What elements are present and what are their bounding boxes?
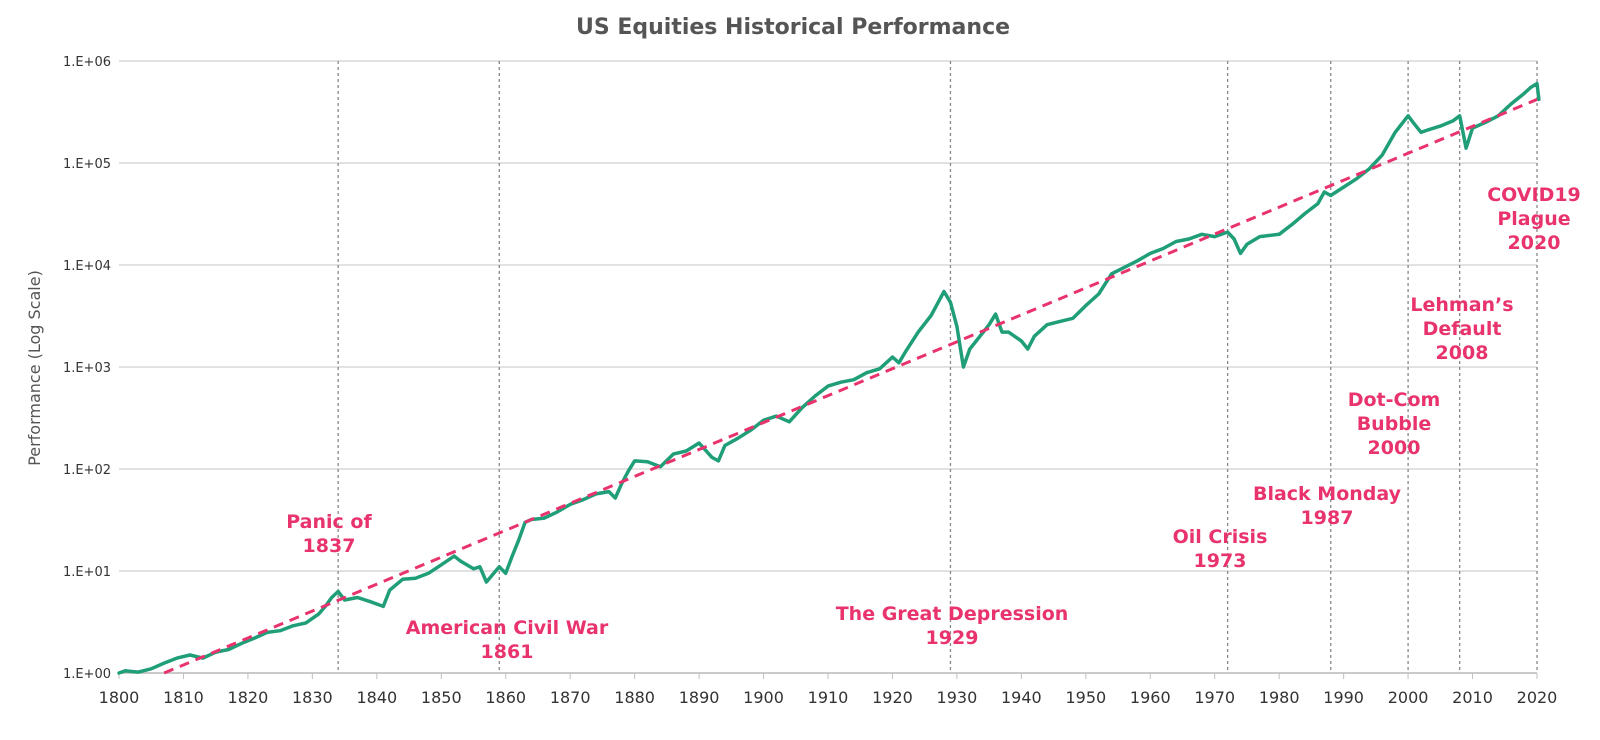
x-tick-label: 1880 xyxy=(614,688,655,707)
x-tick-label: 1990 xyxy=(1323,688,1364,707)
x-tick-label: 1840 xyxy=(356,688,397,707)
y-tick-label: 1.E+04 xyxy=(63,259,111,274)
event-annotation-line: Bubble xyxy=(1357,413,1432,435)
x-tick-label: 1890 xyxy=(679,688,720,707)
event-annotation-2: The Great Depression 1929 xyxy=(836,603,1069,649)
series-performance-line xyxy=(117,81,1541,675)
x-tick-label: 1930 xyxy=(937,688,978,707)
y-tick-labels: 1.E+00 1.E+01 1.E+02 1.E+03 1.E+04 1.E+05 1.E+… xyxy=(63,55,111,682)
x-tick-label: 2020 xyxy=(1517,688,1558,707)
event-annotation-1: American Civil War 1861 xyxy=(406,617,609,663)
event-annotation-3: Oil Crisis 1973 xyxy=(1173,526,1268,572)
x-tick-label: 1860 xyxy=(485,688,526,707)
y-tick-label: 1.E+03 xyxy=(63,361,111,376)
event-annotation-line: 1837 xyxy=(303,535,356,557)
x-tick-label: 1920 xyxy=(872,688,913,707)
event-annotation-line: Plague xyxy=(1497,208,1570,230)
event-annotation-5: Dot-Com Bubble 2000 xyxy=(1348,389,1441,459)
event-annotations: Panic of 1837 American Civil War 1861 The Gr… xyxy=(286,184,1581,663)
x-tick-label: 1960 xyxy=(1130,688,1171,707)
event-lines xyxy=(337,61,1538,673)
y-tick-label: 1.E+02 xyxy=(63,463,111,478)
x-tick-label: 1830 xyxy=(292,688,333,707)
x-tick-label: 1970 xyxy=(1194,688,1235,707)
x-tick-label: 1900 xyxy=(743,688,784,707)
event-annotation-line: Lehman’s xyxy=(1410,294,1513,316)
x-tick-label: 1810 xyxy=(163,688,204,707)
x-tick-label: 2010 xyxy=(1452,688,1493,707)
event-annotation-line: 1987 xyxy=(1301,507,1354,529)
event-annotation-line: COVID19 xyxy=(1487,184,1581,206)
event-annotation-line: Dot-Com xyxy=(1348,389,1441,411)
x-tick-label: 1940 xyxy=(1001,688,1042,707)
gridlines xyxy=(119,60,1537,674)
x-tick-label: 1950 xyxy=(1065,688,1106,707)
y-tick-label: 1.E+05 xyxy=(63,157,111,172)
event-annotation-line: The Great Depression xyxy=(836,603,1069,625)
y-tick-label: 1.E+00 xyxy=(63,667,111,682)
event-annotation-line: 1861 xyxy=(481,641,534,663)
chart-title: US Equities Historical Performance xyxy=(576,15,1010,40)
y-tick-label: 1.E+06 xyxy=(63,55,111,70)
x-tick-label: 1910 xyxy=(808,688,849,707)
event-annotation-line: 2020 xyxy=(1508,232,1561,254)
event-annotation-line: Panic of xyxy=(286,511,372,533)
x-tick-label: 1800 xyxy=(99,688,140,707)
series-trend-line xyxy=(163,98,1538,675)
event-annotation-4: Black Monday 1987 xyxy=(1253,483,1402,529)
x-tick-label: 1870 xyxy=(550,688,591,707)
x-tick-labels: 1800 1810 1820 1830 1840 1850 1860 1870 1880 1890… xyxy=(99,673,1558,707)
x-tick-label: 1980 xyxy=(1259,688,1300,707)
event-annotation-line: 1929 xyxy=(926,627,979,649)
x-tick-label: 2000 xyxy=(1388,688,1429,707)
series-group xyxy=(117,81,1541,675)
event-annotation-line: 1973 xyxy=(1194,550,1247,572)
event-annotation-7: COVID19 Plague 2020 xyxy=(1487,184,1581,254)
event-annotation-line: Black Monday xyxy=(1253,483,1402,505)
y-tick-label: 1.E+01 xyxy=(63,565,111,580)
event-annotation-line: Oil Crisis xyxy=(1173,526,1268,548)
event-annotation-line: 2008 xyxy=(1436,342,1489,364)
event-annotation-line: 2000 xyxy=(1368,437,1421,459)
event-annotation-line: Default xyxy=(1423,318,1502,340)
y-axis-label: Performance (Log Scale) xyxy=(25,270,44,466)
x-tick-label: 1820 xyxy=(228,688,269,707)
event-annotation-0: Panic of 1837 xyxy=(286,511,372,557)
event-annotation-6: Lehman’s Default 2008 xyxy=(1410,294,1513,364)
event-annotation-line: American Civil War xyxy=(406,617,609,639)
x-tick-label: 1850 xyxy=(421,688,462,707)
